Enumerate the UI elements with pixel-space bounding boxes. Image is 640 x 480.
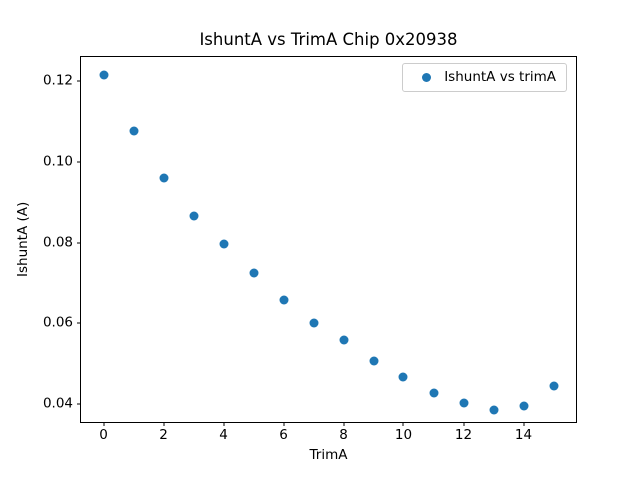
plot-area: IshuntA vs trimA 0 2 4 6 8 10 12 14 0.04 0.06 0.08… <box>43 56 577 443</box>
chart-title: IshuntA vs TrimA Chip 0x20938 <box>199 30 458 49</box>
legend: IshuntA vs trimA <box>402 63 567 92</box>
y-tick-mark <box>77 242 81 244</box>
x-tick-mark <box>163 422 164 426</box>
x-tick-label: 4 <box>219 427 228 443</box>
x-tick-label: 10 <box>394 427 413 443</box>
x-tick-mark <box>402 422 404 426</box>
x-tick-label: 6 <box>279 427 288 443</box>
x-tick-label: 14 <box>514 427 533 443</box>
x-tick-label: 8 <box>339 427 348 443</box>
scatter-point <box>249 268 258 278</box>
scatter-point <box>159 173 168 183</box>
x-tick-mark <box>343 422 344 426</box>
legend-label: IshuntA vs trimA <box>444 69 556 85</box>
y-tick-label: 0.08 <box>42 234 73 251</box>
scatter-point <box>279 295 288 305</box>
y-tick-mark <box>77 161 81 163</box>
y-tick-label: 0.04 <box>42 395 73 412</box>
x-axis-label: TrimA <box>309 447 348 463</box>
scatter-point <box>99 70 108 80</box>
scatter-point <box>189 211 198 221</box>
scatter-point <box>309 318 318 328</box>
x-tick-label: 12 <box>454 427 473 443</box>
scatter-point <box>398 372 408 382</box>
y-tick-mark <box>77 80 81 82</box>
y-tick-label: 0.06 <box>42 314 73 331</box>
x-tick-mark <box>283 422 284 426</box>
scatter-point <box>429 388 438 398</box>
scatter-point <box>129 126 138 136</box>
y-tick-mark <box>77 403 81 405</box>
x-tick-mark <box>523 422 524 426</box>
scatter-point <box>519 401 528 411</box>
scatter-point <box>219 239 228 249</box>
scatter-point <box>549 381 558 391</box>
x-tick-mark <box>103 422 104 426</box>
scatter-point <box>489 405 498 415</box>
x-tick-mark <box>223 422 224 426</box>
scatter-point <box>459 398 468 408</box>
x-tick-mark <box>463 422 464 426</box>
legend-marker-icon <box>422 73 432 82</box>
y-tick-label: 0.10 <box>42 153 73 170</box>
y-tick-mark <box>77 322 81 324</box>
y-tick-label: 0.12 <box>42 72 73 89</box>
y-axis-label: IshuntA (A) <box>15 201 31 278</box>
x-tick-label: 2 <box>159 427 168 443</box>
scatter-point <box>369 356 378 366</box>
scatter-point <box>339 335 348 345</box>
x-tick-label: 0 <box>99 427 108 443</box>
